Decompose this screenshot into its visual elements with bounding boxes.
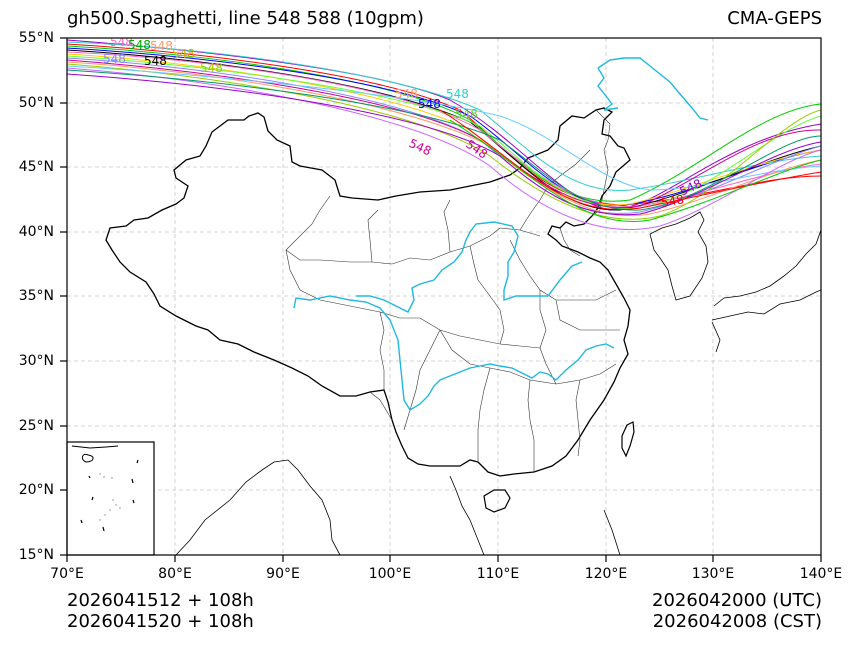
- x-tick-label: 70°E: [50, 566, 84, 582]
- y-tick-label: 55°N: [18, 30, 54, 46]
- y-tick-label: 50°N: [18, 95, 54, 111]
- footer-valid-times: 2026042000 (UTC) 2026042008 (CST): [652, 590, 822, 632]
- footer-init-times: 2026041512 + 108h 2026041520 + 108h: [67, 590, 254, 632]
- x-tick-label: 80°E: [158, 566, 192, 582]
- x-tick-label: 90°E: [266, 566, 300, 582]
- x-tick-label: 130°E: [691, 566, 735, 582]
- contour-label: 548: [446, 87, 469, 101]
- taiwan-island: [621, 421, 635, 458]
- x-tick-label: 120°E: [584, 566, 628, 582]
- chart-title: gh500.Spaghetti, line 548 588 (10gpm): [67, 8, 424, 29]
- valid-time-cst: 2026042008 (CST): [652, 611, 822, 632]
- spaghetti-contours: [67, 39, 821, 230]
- tick-marks: [60, 37, 822, 562]
- south-china-sea-inset: [66, 441, 155, 556]
- contour-label: 548: [150, 39, 173, 53]
- x-tick-label: 140°E: [799, 566, 843, 582]
- plot-frame: [66, 37, 822, 556]
- hainan-island: [483, 489, 511, 513]
- contour-label: 548: [660, 192, 685, 210]
- contour-label: 548: [128, 38, 151, 52]
- province-borders: [285, 109, 620, 472]
- contour-label: 548: [407, 136, 434, 158]
- valid-time-utc: 2026042000 (UTC): [652, 590, 822, 611]
- y-tick-label: 35°N: [18, 288, 54, 304]
- contour-labels: 548 548 548 548 548 548 548 548 548 548 …: [103, 35, 704, 210]
- contour-label: 548: [172, 47, 195, 61]
- y-tick-label: 40°N: [18, 224, 54, 240]
- contour-label: 548: [110, 35, 133, 49]
- y-tick-label: 45°N: [18, 159, 54, 175]
- contour-label: 548: [144, 54, 167, 68]
- contour-label: 548: [395, 87, 418, 101]
- x-tick-label: 100°E: [368, 566, 412, 582]
- y-tick-label: 15°N: [18, 547, 54, 563]
- contour-label: 548: [200, 61, 223, 75]
- y-tick-label: 20°N: [18, 482, 54, 498]
- model-name: CMA-GEPS: [727, 8, 822, 29]
- rivers: [293, 57, 709, 411]
- gridlines: [67, 38, 821, 555]
- contour-label: 548: [103, 52, 126, 66]
- y-tick-label: 25°N: [18, 418, 54, 434]
- x-tick-label: 110°E: [476, 566, 520, 582]
- init-time-utc: 2026041512 + 108h: [67, 590, 254, 611]
- contour-label: 548: [418, 97, 441, 111]
- contour-label: 548: [455, 107, 478, 121]
- y-tick-label: 30°N: [18, 353, 54, 369]
- init-time-cst: 2026041520 + 108h: [67, 611, 254, 632]
